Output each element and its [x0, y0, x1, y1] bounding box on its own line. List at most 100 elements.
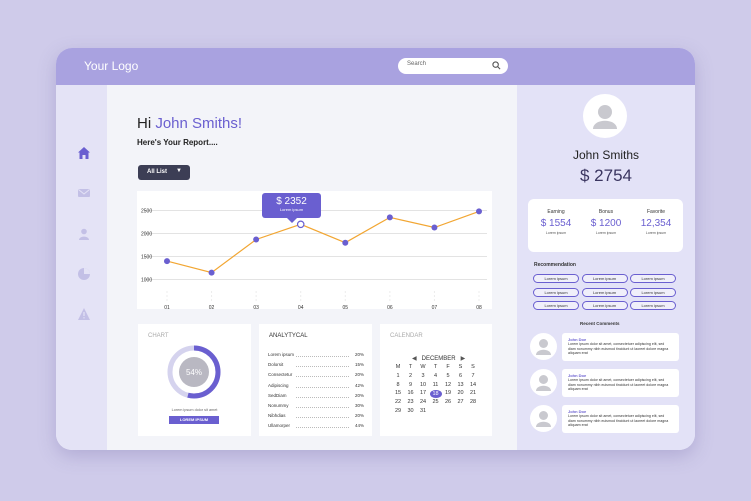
stat-label: Favorite [646, 209, 666, 215]
pie-chart-icon[interactable] [77, 267, 91, 281]
analytical-label: Nibhdias [268, 413, 286, 419]
recommendation-chip[interactable]: Lorem ipsum [533, 287, 579, 297]
data-point[interactable] [164, 258, 170, 265]
chart-panel: CHART 54% Lorem ipsum dolor sit amet LOR… [138, 324, 251, 436]
calendar-day[interactable]: 8 [396, 381, 400, 388]
analytical-panel: ANALYTYCAL Lorem ipsum 20% Dolorsit 15% Cons… [259, 324, 372, 436]
next-month-icon[interactable]: ▶ [460, 356, 466, 362]
analytical-label: Adipiscing [268, 382, 289, 388]
sidebar [56, 85, 107, 450]
dotted-divider [296, 356, 349, 357]
dotted-divider [296, 407, 349, 408]
calendar-day[interactable]: 26 [444, 399, 452, 406]
warning-icon[interactable] [77, 307, 91, 321]
calendar-day[interactable]: 11 [432, 381, 439, 388]
dropdown-label: All List [147, 169, 168, 175]
calendar-day[interactable]: 6 [458, 372, 463, 379]
comment-card[interactable]: John Doe Lorem ipsum dolor sit amet, cons… [562, 369, 679, 397]
stat-value: $ 1554 [540, 218, 572, 229]
analytical-row: Nonummy 30% [268, 403, 364, 412]
calendar-day[interactable]: 12 [444, 381, 452, 388]
calendar-day[interactable]: 9 [408, 381, 413, 388]
calendar-day[interactable]: 2 [408, 372, 413, 379]
search-icon[interactable] [492, 61, 501, 70]
avatar[interactable] [530, 369, 557, 396]
stat-item: Bonus $ 1200 Lorem ipsum [581, 209, 631, 235]
recommendation-chip[interactable]: Lorem ipsum [630, 301, 676, 310]
calendar-day[interactable]: 5 [446, 372, 450, 379]
calendar-day[interactable]: 24 [419, 399, 427, 406]
calendar-day[interactable]: 27 [457, 399, 464, 406]
profile-header-bar [517, 48, 695, 85]
comment-card[interactable]: John Doe Lorem ipsum dolor sit amet, cons… [562, 333, 679, 361]
chart-caption: Lorem ipsum dolor sit amet [171, 408, 218, 412]
recommendation-chip[interactable]: Lorem ipsum [581, 301, 628, 310]
calendar-day[interactable]: 18 [429, 390, 442, 399]
calendar-day[interactable]: 13 [457, 381, 464, 388]
recommendation-chip[interactable]: Lorem ipsum [581, 274, 628, 283]
user-icon[interactable] [77, 227, 91, 241]
calendar-day[interactable]: 19 [444, 390, 452, 397]
profile-balance: $ 2754 [580, 166, 632, 185]
avatar[interactable] [530, 405, 557, 432]
calendar-day[interactable]: 23 [407, 399, 414, 406]
list-dropdown[interactable]: All List ▼ [138, 165, 190, 180]
avatar[interactable] [530, 333, 557, 360]
data-point[interactable] [431, 224, 438, 231]
analytical-row: SedDiam 20% [268, 393, 364, 402]
recommendation-chip[interactable]: Lorem ipsum [533, 301, 579, 310]
x-tick-label: 01 [164, 305, 170, 309]
calendar-day[interactable]: 25 [432, 399, 439, 406]
calendar-day[interactable]: 21 [469, 390, 477, 397]
stat-label: Bonus [598, 209, 614, 215]
greeting-name: John Smiths! [155, 115, 243, 132]
calendar-day[interactable]: 31 [419, 408, 427, 414]
recommendation-chip[interactable]: Lorem ipsum [533, 274, 579, 283]
avatar[interactable] [583, 94, 627, 138]
user-avatar-icon [536, 339, 551, 355]
stat-value: $ 1200 [590, 218, 622, 229]
y-tick-label: 2000 [141, 232, 152, 238]
data-point[interactable] [476, 208, 482, 215]
calendar-day[interactable]: 7 [471, 372, 475, 379]
calendar-day[interactable]: 30 [407, 408, 414, 414]
mail-icon[interactable] [77, 186, 91, 200]
logo[interactable]: Your Logo [84, 59, 139, 73]
recommendation-chip[interactable]: Lorem ipsum [630, 274, 676, 283]
recommendation-chip[interactable]: Lorem ipsum [630, 287, 676, 297]
recommendation-chip[interactable]: Lorem ipsum [581, 287, 628, 297]
comment-card[interactable]: John Doe Lorem ipsum dolor sit amet, cons… [562, 405, 679, 433]
data-point[interactable] [208, 269, 215, 276]
analytical-row: Ullamorper 44% [268, 423, 364, 432]
data-point[interactable] [386, 214, 393, 221]
tooltip-subtext: Lorem ipsum [279, 207, 304, 212]
calendar-day[interactable]: 20 [457, 390, 464, 397]
recent-comments-title: Recent Comments [580, 321, 620, 326]
prev-month-icon[interactable]: ◀ [412, 356, 417, 362]
analytical-percent: 20% [354, 352, 364, 357]
calendar-day[interactable]: 10 [419, 381, 427, 388]
data-point[interactable] [253, 236, 260, 243]
calendar-day[interactable]: 3 [421, 372, 425, 379]
calendar-day[interactable]: 29 [394, 408, 402, 414]
calendar-day[interactable]: 16 [407, 390, 414, 397]
calendar-day[interactable]: 1 [396, 372, 400, 379]
report-subtitle: Here's Your Report.... [137, 138, 218, 147]
calendar-day[interactable]: 4 [433, 372, 438, 379]
data-point[interactable] [296, 220, 305, 229]
calendar-day[interactable]: 17 [419, 390, 427, 397]
calendar-day[interactable]: 14 [469, 381, 477, 388]
dotted-divider [296, 366, 349, 368]
calendar-day[interactable]: 22 [394, 399, 402, 406]
data-point[interactable] [342, 239, 349, 246]
search-input[interactable]: Search [398, 58, 508, 74]
analytical-percent: 20% [354, 413, 364, 419]
calendar-day[interactable]: 15 [394, 390, 402, 397]
recommendation-title: Recommendation [534, 262, 576, 268]
stats-card: Earning $ 1554 Lorem ipsum Bonus $ 1200 Lorem… [528, 199, 683, 252]
home-icon[interactable] [77, 146, 91, 160]
calendar-day[interactable]: 28 [469, 399, 477, 406]
weekday-label: S [471, 364, 475, 370]
lorem-ipsum-button[interactable]: LOREM IPSUM [169, 416, 219, 424]
dotted-divider [296, 376, 349, 378]
